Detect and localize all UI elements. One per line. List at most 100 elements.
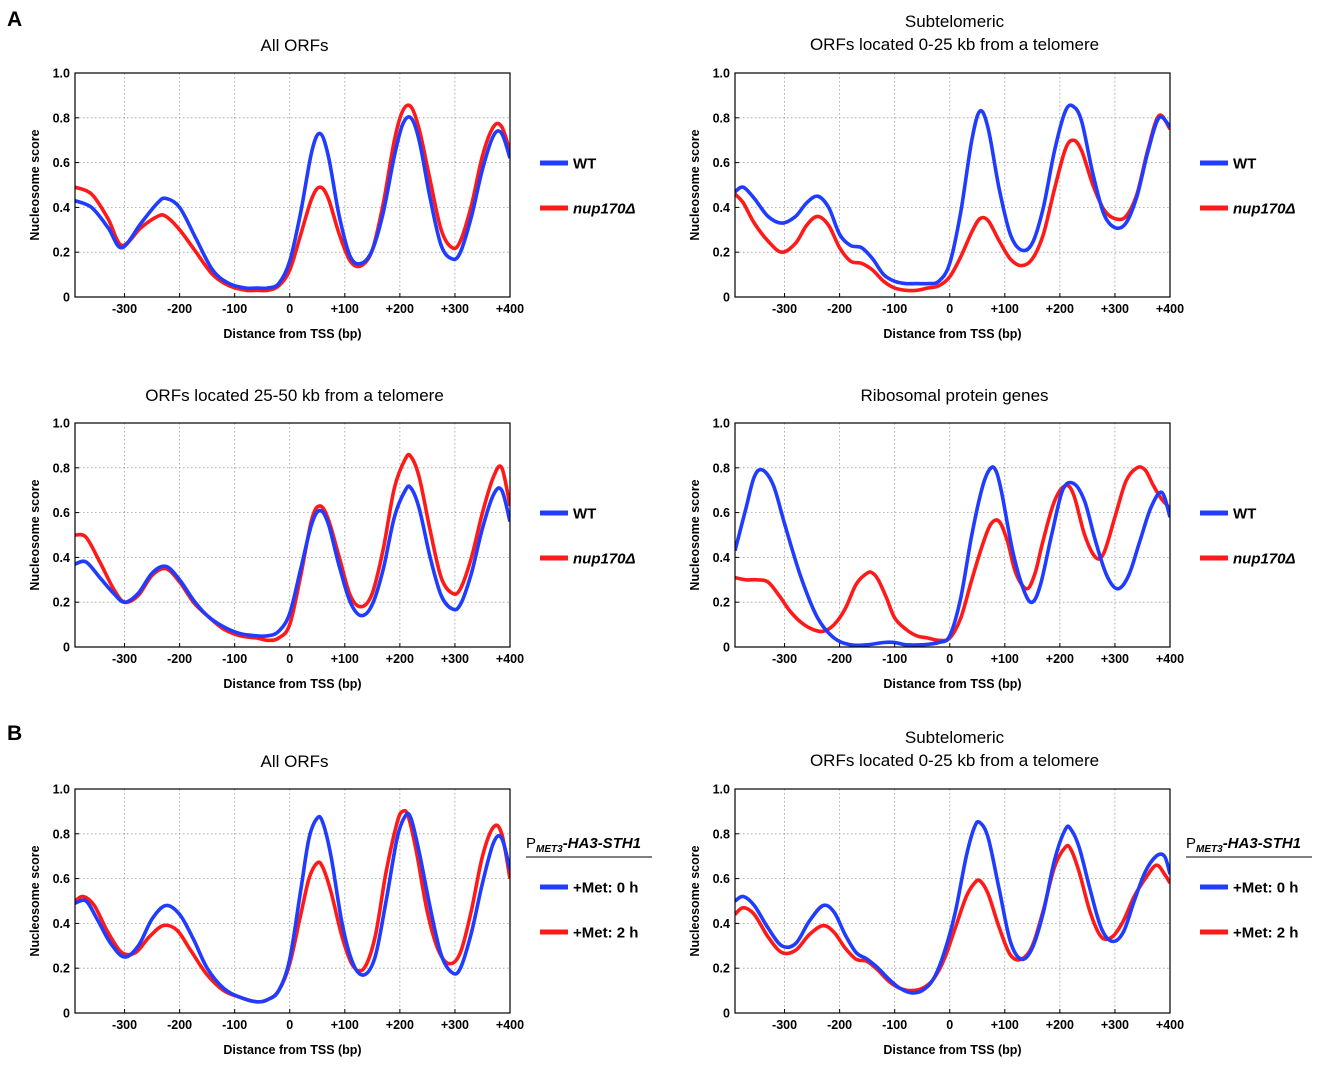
x-tick-label: -300 bbox=[112, 302, 137, 316]
chart-subtelomeric-0-25kb: Subtelomeric ORFs located 0-25 kb from a … bbox=[688, 12, 1296, 341]
y-tick-label: 0.4 bbox=[53, 917, 70, 931]
y-tick-label: 0.8 bbox=[53, 111, 70, 125]
chart-ribosomal-protein-genes: Ribosomal protein genes -300 -200 -100 0 +100… bbox=[688, 386, 1296, 691]
x-tick-label: -200 bbox=[167, 302, 192, 316]
x-tick-label: -300 bbox=[772, 302, 797, 316]
chart-title: All ORFs bbox=[261, 752, 329, 771]
x-tick-label: +100 bbox=[331, 1018, 359, 1032]
x-tick-label: +100 bbox=[991, 302, 1019, 316]
x-tick-label: +200 bbox=[386, 652, 414, 666]
y-tick-label: 0.2 bbox=[713, 596, 730, 610]
y-tick-label: 0.8 bbox=[53, 461, 70, 475]
legend-label: nup170Δ bbox=[1233, 551, 1296, 568]
x-tick-label: 0 bbox=[286, 302, 293, 316]
series-line-red bbox=[735, 113, 1170, 293]
y-tick-label: 1.0 bbox=[53, 783, 70, 797]
y-tick-label: 0 bbox=[723, 1007, 730, 1021]
x-tick-label: -100 bbox=[222, 1018, 247, 1032]
x-tick-label: 0 bbox=[946, 1018, 953, 1032]
x-tick-label: +400 bbox=[496, 652, 524, 666]
legend-label: +Met: 2 h bbox=[573, 925, 638, 942]
y-tick-label: 0.8 bbox=[713, 111, 730, 125]
y-tick-label: 0.4 bbox=[53, 201, 70, 215]
series-line-blue bbox=[735, 103, 1170, 286]
y-axis-label: Nucleosome score bbox=[688, 129, 702, 240]
plot-frame bbox=[74, 72, 511, 298]
series-line-red bbox=[75, 808, 510, 1004]
plot-frame bbox=[734, 422, 1171, 648]
series-line-red bbox=[735, 843, 1170, 993]
y-axis-label: Nucleosome score bbox=[688, 479, 702, 590]
plot-frame bbox=[74, 422, 511, 648]
legend-label: WT bbox=[1233, 506, 1256, 523]
chart-b-all-orfs: All ORFs -300 -200 -100 0 +100 +200 +300 +400 0 0.… bbox=[28, 752, 652, 1057]
x-axis-label: Distance from TSS (bp) bbox=[883, 1043, 1021, 1057]
x-tick-label: -100 bbox=[882, 1018, 907, 1032]
y-tick-label: 1.0 bbox=[713, 417, 730, 431]
panel-label-a: A bbox=[7, 8, 23, 31]
legend-label: WT bbox=[573, 156, 596, 173]
x-tick-label: -200 bbox=[167, 1018, 192, 1032]
x-tick-label: -200 bbox=[827, 652, 852, 666]
x-tick-label: +300 bbox=[1101, 652, 1129, 666]
x-tick-label: +400 bbox=[1156, 652, 1184, 666]
y-tick-label: 0.6 bbox=[53, 506, 70, 520]
x-tick-label: 0 bbox=[946, 652, 953, 666]
y-tick-label: 0.6 bbox=[713, 506, 730, 520]
series-line-red bbox=[735, 465, 1170, 643]
chart-orfs-25-50kb: ORFs located 25-50 kb from a telomere -30… bbox=[28, 386, 636, 691]
x-tick-label: +400 bbox=[1156, 302, 1184, 316]
plot-frame bbox=[734, 788, 1171, 1014]
y-tick-label: 0.6 bbox=[713, 872, 730, 886]
chart-title: Subtelomeric bbox=[905, 728, 1005, 747]
x-axis-label: Distance from TSS (bp) bbox=[883, 677, 1021, 691]
legend-label: +Met: 2 h bbox=[1233, 925, 1298, 942]
x-tick-label: +300 bbox=[441, 302, 469, 316]
y-tick-label: 0.2 bbox=[713, 246, 730, 260]
x-tick-label: +200 bbox=[1046, 1018, 1074, 1032]
x-tick-label: +200 bbox=[1046, 652, 1074, 666]
x-tick-label: +300 bbox=[441, 1018, 469, 1032]
plot-frame bbox=[734, 72, 1171, 298]
y-axis-label: Nucleosome score bbox=[28, 845, 42, 956]
y-tick-label: 0.6 bbox=[713, 156, 730, 170]
x-tick-label: +400 bbox=[496, 302, 524, 316]
chart-b-subtelomeric-0-25kb: Subtelomeric ORFs located 0-25 kb from a … bbox=[688, 728, 1312, 1057]
legend-header: PMET3-HA3-STH1 bbox=[1186, 835, 1301, 855]
x-tick-label: +100 bbox=[331, 302, 359, 316]
y-axis-label: Nucleosome score bbox=[688, 845, 702, 956]
x-tick-label: 0 bbox=[286, 1018, 293, 1032]
x-tick-label: +100 bbox=[991, 652, 1019, 666]
legend-label: +Met: 0 h bbox=[1233, 880, 1298, 897]
series-line-red bbox=[75, 103, 510, 293]
y-tick-label: 0 bbox=[723, 291, 730, 305]
y-tick-label: 0.4 bbox=[713, 917, 730, 931]
y-tick-label: 1.0 bbox=[53, 417, 70, 431]
x-tick-label: +400 bbox=[1156, 1018, 1184, 1032]
x-tick-label: +200 bbox=[1046, 302, 1074, 316]
y-tick-label: 1.0 bbox=[713, 67, 730, 81]
x-axis-label: Distance from TSS (bp) bbox=[223, 327, 361, 341]
y-tick-label: 0.8 bbox=[53, 827, 70, 841]
x-tick-label: -100 bbox=[882, 302, 907, 316]
chart-title: ORFs located 25-50 kb from a telomere bbox=[145, 386, 444, 405]
x-tick-label: -200 bbox=[827, 302, 852, 316]
y-tick-label: 0.2 bbox=[53, 596, 70, 610]
chart-title: ORFs located 0-25 kb from a telomere bbox=[810, 35, 1099, 54]
y-axis-label: Nucleosome score bbox=[28, 129, 42, 240]
x-tick-label: +100 bbox=[331, 652, 359, 666]
x-tick-label: -300 bbox=[112, 652, 137, 666]
x-tick-label: +200 bbox=[386, 1018, 414, 1032]
series-line-blue bbox=[735, 819, 1170, 995]
x-tick-label: +300 bbox=[441, 652, 469, 666]
y-tick-label: 0 bbox=[723, 641, 730, 655]
y-tick-label: 0.4 bbox=[713, 551, 730, 565]
y-tick-label: 0.2 bbox=[53, 962, 70, 976]
x-tick-label: +200 bbox=[386, 302, 414, 316]
x-tick-label: -100 bbox=[882, 652, 907, 666]
x-axis-label: Distance from TSS (bp) bbox=[223, 1043, 361, 1057]
y-tick-label: 0 bbox=[63, 1007, 70, 1021]
y-tick-label: 1.0 bbox=[53, 67, 70, 81]
chart-all-orfs: All ORFs -300 -200 -100 0 +100 +200 +300 +400 0 0.… bbox=[28, 36, 636, 341]
x-tick-label: -200 bbox=[827, 1018, 852, 1032]
